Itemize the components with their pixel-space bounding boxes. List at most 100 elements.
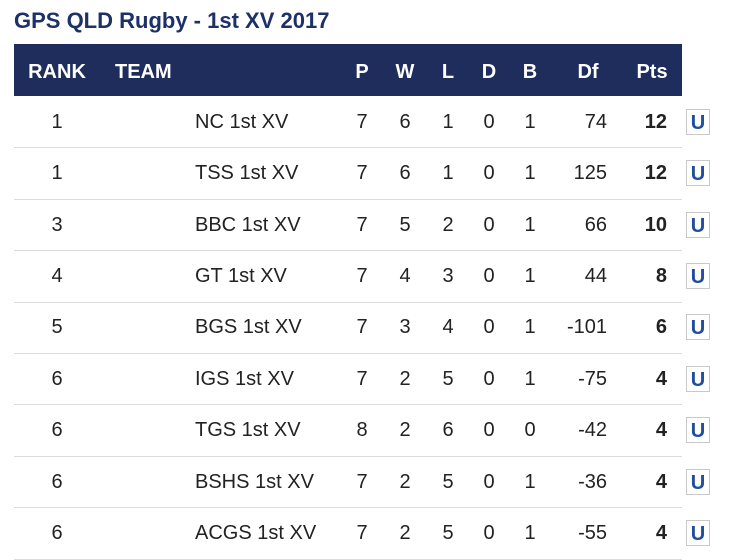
drawn-cell: 0: [483, 521, 495, 544]
difference-cell: -55: [578, 521, 607, 544]
column-header: P: [355, 61, 369, 83]
rank-cell: 6: [51, 367, 63, 390]
rank-cell: 1: [51, 162, 63, 185]
column-header: D: [481, 61, 497, 83]
column-header: W: [395, 61, 415, 83]
update-button[interactable]: U: [686, 262, 710, 289]
difference-cell: 44: [584, 264, 607, 287]
row-separator: [14, 507, 682, 508]
won-cell: 6: [399, 162, 411, 185]
played-cell: 7: [356, 521, 368, 544]
won-cell: 6: [399, 110, 411, 133]
won-cell: 2: [399, 419, 411, 442]
drawn-cell: 0: [483, 110, 495, 133]
points-cell: 12: [644, 162, 667, 185]
won-cell: 2: [399, 470, 411, 493]
column-header: B: [522, 61, 538, 83]
rank-cell: 6: [51, 470, 63, 493]
won-cell: 2: [399, 521, 411, 544]
rank-cell: 6: [51, 419, 63, 442]
drawn-cell: 0: [483, 213, 495, 236]
update-button[interactable]: U: [686, 468, 710, 495]
column-header: L: [441, 61, 455, 83]
rank-cell: 5: [51, 316, 63, 339]
lost-cell: 1: [442, 110, 454, 133]
update-button[interactable]: U: [686, 314, 710, 341]
played-cell: 7: [356, 213, 368, 236]
drawn-cell: 0: [483, 470, 495, 493]
points-cell: 8: [655, 264, 667, 287]
rank-cell: 3: [51, 213, 63, 236]
played-cell: 7: [356, 316, 368, 339]
row-separator: [14, 199, 682, 200]
lost-cell: 1: [442, 162, 454, 185]
update-button[interactable]: U: [686, 365, 710, 392]
played-cell: 7: [356, 470, 368, 493]
column-header: Pts: [636, 61, 668, 83]
row-separator: [14, 456, 682, 457]
lost-cell: 5: [442, 470, 454, 493]
points-cell: 6: [655, 316, 667, 339]
row-separator: [14, 250, 682, 251]
row-separator: [14, 302, 682, 303]
column-header: TEAM: [115, 61, 172, 83]
difference-cell: -101: [566, 316, 607, 339]
drawn-cell: 0: [483, 162, 495, 185]
update-button[interactable]: U: [686, 519, 710, 546]
bonus-cell: 1: [524, 470, 536, 493]
bonus-cell: 1: [524, 264, 536, 287]
points-cell: 4: [655, 470, 667, 493]
bonus-cell: 1: [524, 521, 536, 544]
column-header: RANK: [28, 61, 86, 83]
lost-cell: 5: [442, 521, 454, 544]
row-separator: [14, 147, 682, 148]
rank-cell: 6: [51, 521, 63, 544]
bonus-cell: 1: [524, 213, 536, 236]
drawn-cell: 0: [483, 367, 495, 390]
bonus-cell: 1: [524, 162, 536, 185]
difference-cell: 74: [584, 110, 607, 133]
team-cell: TGS 1st XV: [195, 419, 301, 442]
difference-cell: -42: [578, 419, 607, 442]
bonus-cell: 1: [524, 316, 536, 339]
played-cell: 7: [356, 264, 368, 287]
row-separator: [14, 353, 682, 354]
column-header: Df: [577, 61, 599, 83]
points-cell: 12: [644, 110, 667, 133]
team-cell: IGS 1st XV: [195, 367, 294, 390]
points-cell: 4: [655, 419, 667, 442]
points-cell: 10: [644, 213, 667, 236]
bonus-cell: 1: [524, 110, 536, 133]
rank-cell: 4: [51, 264, 63, 287]
team-cell: BBC 1st XV: [195, 213, 301, 236]
points-cell: 4: [655, 367, 667, 390]
difference-cell: 66: [584, 213, 607, 236]
played-cell: 7: [356, 162, 368, 185]
rank-cell: 1: [51, 110, 63, 133]
update-button[interactable]: U: [686, 211, 710, 238]
team-cell: NC 1st XV: [195, 110, 289, 133]
team-cell: TSS 1st XV: [195, 162, 299, 185]
row-separator: [14, 404, 682, 405]
team-cell: GT 1st XV: [195, 264, 287, 287]
won-cell: 5: [399, 213, 411, 236]
update-button[interactable]: U: [686, 160, 710, 187]
title: GPS QLD Rugby - 1st XV 2017: [14, 8, 330, 33]
update-button[interactable]: U: [686, 108, 710, 135]
bonus-cell: 0: [524, 419, 536, 442]
lost-cell: 4: [442, 316, 454, 339]
lost-cell: 2: [442, 213, 454, 236]
won-cell: 2: [399, 367, 411, 390]
won-cell: 3: [399, 316, 411, 339]
table-header: RANK TEAM P W L D B Df Pts: [14, 44, 682, 96]
team-cell: BSHS 1st XV: [195, 470, 314, 493]
won-cell: 4: [399, 264, 411, 287]
update-button[interactable]: U: [686, 417, 710, 444]
points-cell: 4: [655, 521, 667, 544]
drawn-cell: 0: [483, 419, 495, 442]
team-cell: ACGS 1st XV: [195, 521, 317, 544]
difference-cell: -75: [578, 367, 607, 390]
lost-cell: 5: [442, 367, 454, 390]
played-cell: 7: [356, 367, 368, 390]
